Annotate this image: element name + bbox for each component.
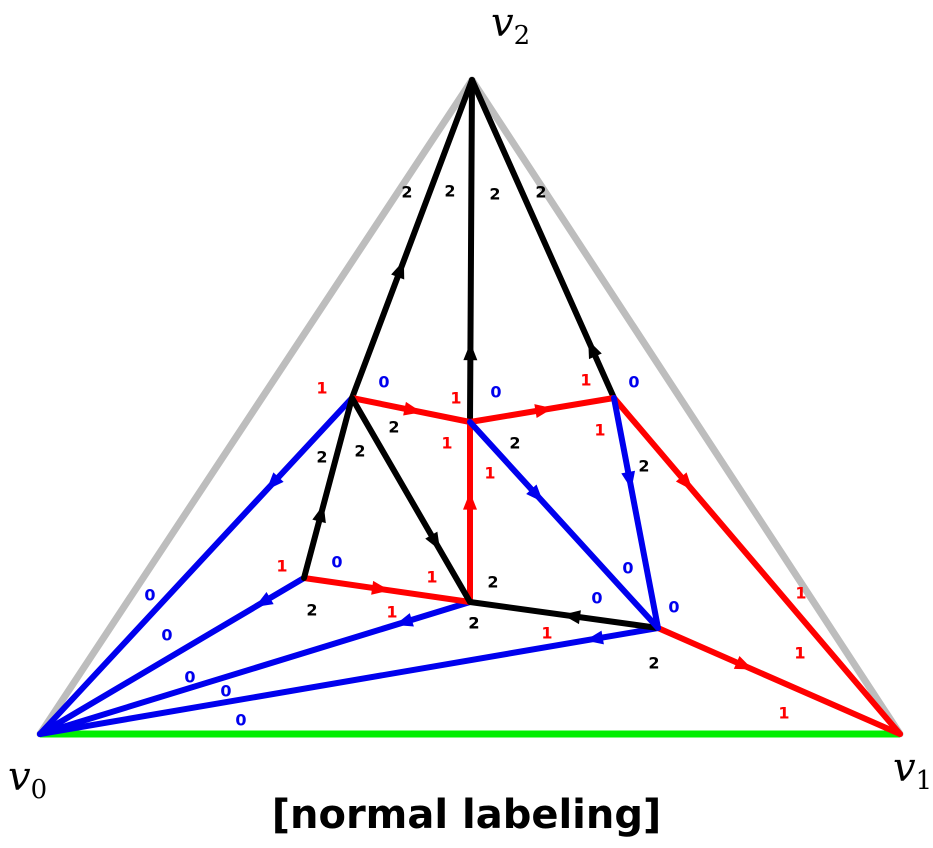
edge-label: 1 [580,371,591,390]
v1-label: v1 [893,745,932,796]
edge-label: 2 [489,185,500,204]
edge-label: 2 [468,614,479,633]
edge-label: 1 [794,644,805,663]
v0-label: v0 [8,754,47,805]
edge-b-v1-arrow [675,472,693,491]
edge-f-v1-arrow [733,656,753,670]
edge-a-c-arrow [425,531,441,551]
edge-label: 1 [426,568,437,587]
edge-label: 1 [276,557,287,576]
edge-d-v0-arrow [254,592,274,607]
edge-label: 2 [648,654,659,673]
edge-label: 0 [144,586,155,605]
edge-label: 1 [316,379,327,398]
edge-label: 2 [388,418,399,437]
edge-label: 0 [628,373,639,392]
edge-e-f [467,419,661,631]
diagram-caption: [normal labeling] [271,792,662,838]
edge-label: 1 [778,704,789,723]
edge-label: 0 [591,589,602,608]
edge-label: 0 [161,626,172,645]
edge-label: 1 [386,603,397,622]
edge-b-f-arrow [621,470,636,490]
edge-a-v0 [37,395,355,737]
edge-d-c-arrow [371,580,390,595]
edge-f-v0-arrow [585,630,604,645]
edge-label: 1 [484,464,495,483]
edge-label: 0 [331,553,342,572]
edge-label: 2 [468,614,479,633]
edge-a-v2 [349,77,475,401]
edge-label: 2 [306,601,317,620]
edge-a-e-arrow [403,401,422,416]
arrow-layer [254,260,753,670]
edge-label: 1 [795,584,806,603]
edge-label: 1 [541,624,552,643]
edge-label: 1 [794,644,805,663]
edge-label: 1 [441,434,452,453]
outer-edge-right [468,76,904,738]
edge-label: 0 [490,383,501,402]
edge-label: 0 [378,373,389,392]
edge-label: 0 [668,598,679,617]
edge-label: 1 [594,421,605,440]
outer-triangle [36,76,904,738]
edge-label: 2 [638,457,649,476]
edge-label: 2 [401,183,412,202]
edge-label: 2 [444,182,455,201]
edge-e-b-arrow [534,404,553,418]
edge-b-v2-arrow [588,340,602,360]
edge-b-v1 [611,395,903,737]
outer-edge-left [36,76,476,738]
edge-label: 2 [354,442,365,461]
edge-b-f [611,395,661,631]
edge-d-a [301,395,355,581]
edge-e-v2-arrow [463,342,478,361]
vertex-label-layer: v0 v1 v2 [8,0,932,805]
edge-c-e-arrow [463,492,477,510]
edge-c-v0-arrow [394,613,414,627]
edge-e-v2 [467,77,475,425]
edge-f-v0 [37,625,661,737]
edge-label: 0 [235,711,246,730]
edge-label: 0 [220,682,231,701]
edge-a-v2-arrow [391,260,405,280]
edge-a-c [349,395,473,605]
edge-label: 2 [535,183,546,202]
edge-label: 0 [622,559,633,578]
edge-label: 2 [487,573,498,592]
edge-label: 0 [184,668,195,687]
edge-label: 2 [316,448,327,467]
v2-label: v2 [491,0,530,51]
edge-d-a-arrow [312,504,326,524]
edge-a-v0-arrow [266,472,284,491]
edge-label: 2 [509,434,520,453]
edge-e-f-arrow [526,484,544,503]
edge-f-c-arrow [562,610,581,625]
edge-label: 1 [450,389,461,408]
edge-f-v1 [655,625,903,737]
